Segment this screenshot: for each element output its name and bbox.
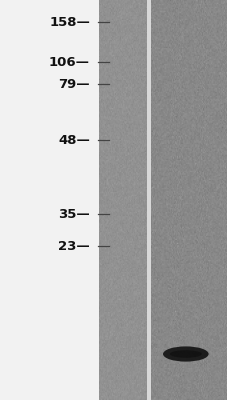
Ellipse shape xyxy=(162,346,208,362)
Text: 79—: 79— xyxy=(58,78,90,90)
Text: 158—: 158— xyxy=(49,16,90,28)
Bar xyxy=(146,0,151,400)
Text: 35—: 35— xyxy=(58,208,90,220)
Text: 106—: 106— xyxy=(49,56,90,68)
Bar xyxy=(99,0,146,400)
Ellipse shape xyxy=(169,350,201,358)
Bar xyxy=(151,0,227,400)
Text: 48—: 48— xyxy=(58,134,90,146)
Text: 23—: 23— xyxy=(58,240,90,252)
